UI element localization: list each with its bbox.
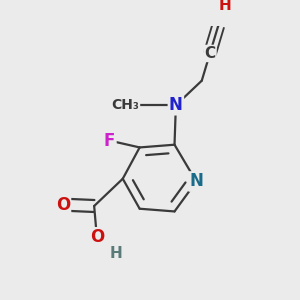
Text: F: F <box>104 132 116 150</box>
Text: O: O <box>56 196 70 214</box>
Text: C: C <box>204 46 215 61</box>
Text: N: N <box>169 96 183 114</box>
Text: O: O <box>90 228 104 246</box>
Text: N: N <box>189 172 203 190</box>
Text: H: H <box>110 246 122 261</box>
Text: H: H <box>218 0 231 13</box>
Text: CH₃: CH₃ <box>111 98 139 112</box>
